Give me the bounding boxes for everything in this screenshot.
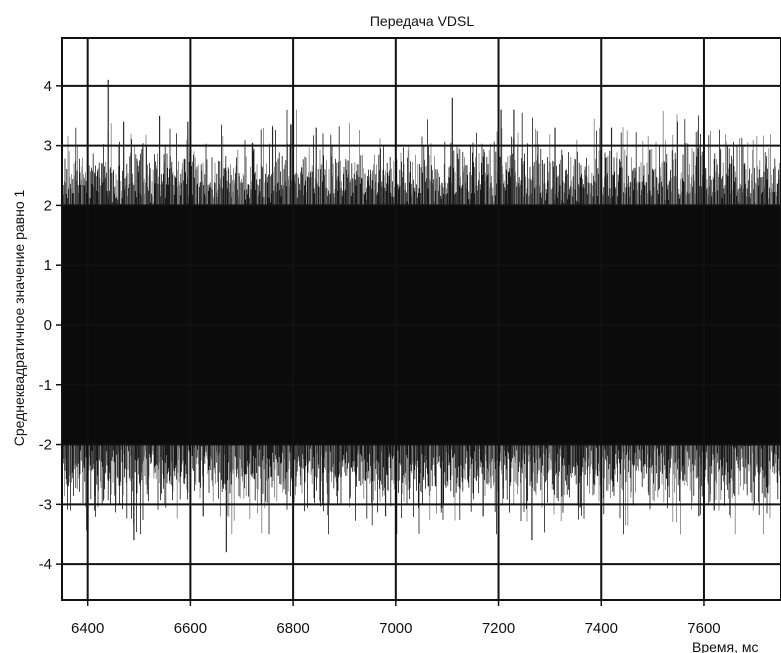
y-tick-label: -3 bbox=[39, 496, 52, 513]
y-tick-label: 2 bbox=[44, 197, 52, 214]
x-tick-label: 6800 bbox=[276, 620, 309, 637]
x-tick-label: 6600 bbox=[174, 620, 207, 637]
y-tick-label: -2 bbox=[39, 437, 52, 454]
plot-frame bbox=[61, 37, 781, 601]
x-tick-label: 7000 bbox=[379, 620, 412, 637]
x-tick-label: 7200 bbox=[482, 620, 515, 637]
x-tick-label: 6400 bbox=[71, 620, 104, 637]
y-tick-label: -1 bbox=[39, 377, 52, 394]
axis-ticks: -4 -3 -2 -1 0 1 2 3 4 6400 6600 6800 7000 7200 7400 760… bbox=[39, 78, 721, 637]
signal-spikes-dark bbox=[62, 109, 781, 535]
x-tick-label: 7600 bbox=[687, 620, 720, 637]
x-tick-label: 7400 bbox=[585, 620, 618, 637]
y-tick-label: 4 bbox=[44, 78, 52, 95]
y-tick-label: -4 bbox=[39, 556, 52, 573]
y-axis-label: Среднеквадратичное значение равно 1 bbox=[11, 190, 27, 447]
grid bbox=[61, 37, 781, 601]
y-tick-label: 1 bbox=[44, 257, 52, 274]
x-axis-label: Время, мс bbox=[692, 639, 759, 653]
y-tick-label: 3 bbox=[44, 138, 52, 155]
y-tick-label: 0 bbox=[44, 317, 52, 334]
chart-title: Передача VDSL bbox=[370, 13, 475, 29]
